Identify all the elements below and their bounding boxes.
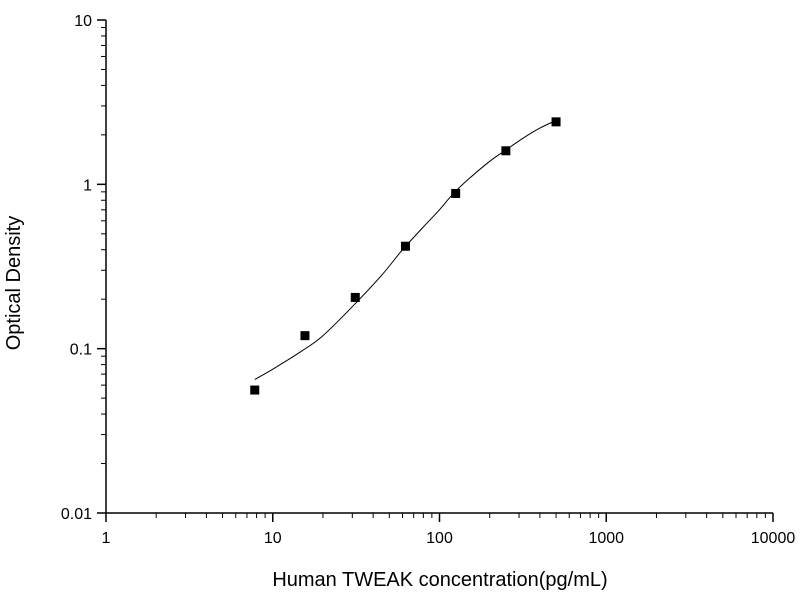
x-tick-label: 10000 <box>751 530 796 547</box>
data-point <box>451 188 461 198</box>
data-point <box>250 385 260 395</box>
x-axis-title: Human TWEAK concentration(pg/mL) <box>272 569 607 591</box>
x-axis-ticks: 1 10 100 1000 10000 <box>102 513 796 547</box>
y-tick-label: 0.1 <box>70 342 92 359</box>
fit-curve-group <box>254 119 557 380</box>
y-tick-label: 10 <box>74 13 92 30</box>
y-tick-label: 0.01 <box>61 506 92 523</box>
y-axis-title: Optical Density <box>3 216 25 351</box>
data-points <box>250 117 561 395</box>
data-point <box>300 331 310 341</box>
x-tick-label: 1000 <box>588 530 624 547</box>
x-tick-label: 10 <box>264 530 282 547</box>
y-axis-ticks: 0.01 0.1 1 10 <box>61 13 106 523</box>
data-point <box>400 241 410 251</box>
fit-curve <box>254 119 557 380</box>
data-point <box>551 117 561 127</box>
x-tick-label: 100 <box>426 530 453 547</box>
y-tick-label: 1 <box>83 177 92 194</box>
data-point <box>501 146 511 156</box>
axes <box>105 20 773 514</box>
data-point <box>350 292 360 302</box>
x-tick-label: 1 <box>102 530 111 547</box>
